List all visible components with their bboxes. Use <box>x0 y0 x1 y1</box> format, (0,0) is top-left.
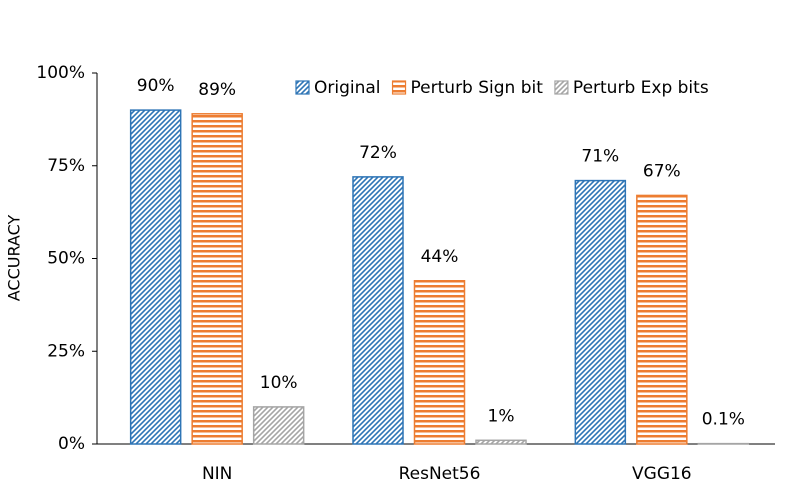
value-label: 71% <box>581 147 619 167</box>
bar <box>252 406 305 445</box>
y-tick-label: 50% <box>47 249 85 269</box>
x-tick-label: ResNet56 <box>399 464 481 484</box>
bar <box>636 194 688 445</box>
bar <box>129 109 182 445</box>
value-label: 89% <box>198 80 236 100</box>
x-tick-label: VGG16 <box>632 464 692 484</box>
value-label: 44% <box>421 247 459 267</box>
y-axis-label: ACCURACY <box>5 215 24 302</box>
value-label: 1% <box>488 406 515 426</box>
y-tick-label: 25% <box>47 341 85 361</box>
value-label: 72% <box>359 143 397 163</box>
x-tick-label: NIN <box>202 464 232 484</box>
value-label: 67% <box>643 161 681 181</box>
value-label: 10% <box>260 373 298 393</box>
bar <box>475 439 527 445</box>
bar <box>413 280 466 445</box>
y-tick-label: 0% <box>58 434 85 454</box>
legend-label: Original <box>314 78 381 98</box>
bar <box>352 176 404 445</box>
bar <box>191 113 243 445</box>
bar <box>574 179 627 445</box>
y-tick-label: 100% <box>36 63 85 83</box>
value-label: 90% <box>137 76 175 96</box>
y-tick-label: 75% <box>47 156 85 176</box>
legend-swatch <box>554 80 569 95</box>
legend-label: Perturb Sign bit <box>411 78 544 98</box>
legend-swatch <box>295 80 310 95</box>
value-label: 0.1% <box>702 410 745 430</box>
legend-label: Perturb Exp bits <box>573 78 709 98</box>
legend-swatch <box>391 80 407 95</box>
